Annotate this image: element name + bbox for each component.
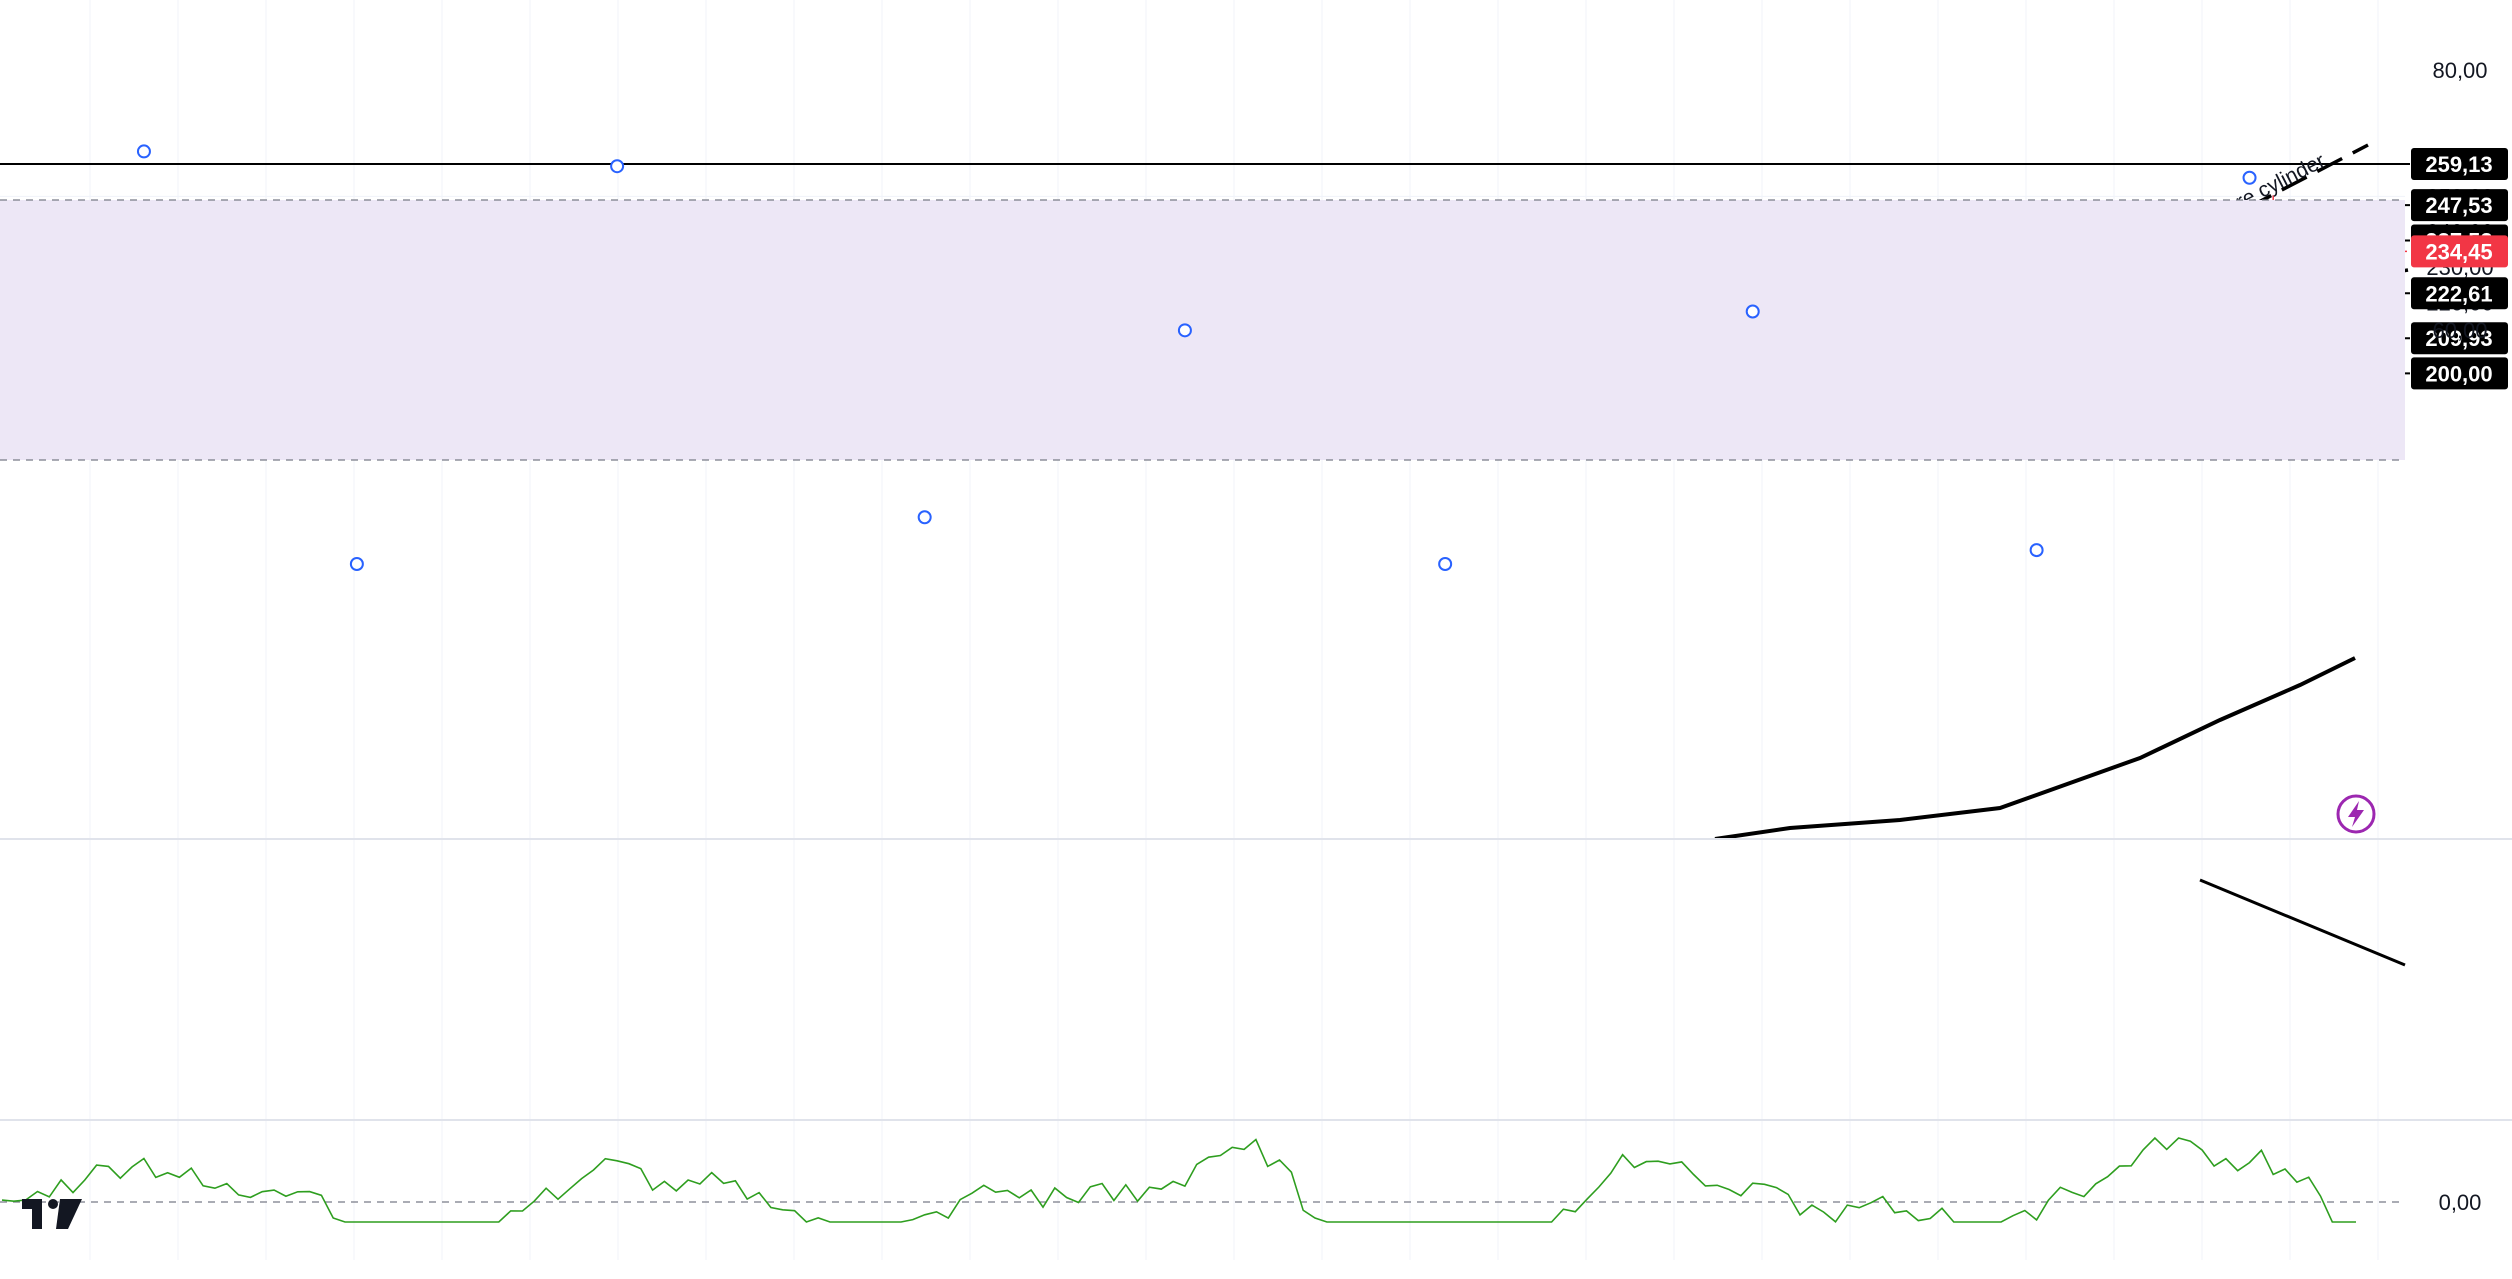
level-label-bg [2411,148,2508,181]
price-axis: 250,00240,00230,00220,00200,00259,13247,… [2411,58,2508,1215]
rsi-signal-marker [1177,323,1192,338]
level-label-bg [2411,322,2508,355]
oscillator-panel [0,1136,2405,1223]
rsi-tick-label: 80,00 [2432,58,2487,83]
level-label: 222,61 [2425,281,2492,306]
osc-tick-label: 0,00 [2439,1190,2482,1215]
osc-line [1,1136,2356,1223]
rsi-panel [0,144,2406,967]
last-price-label: 234,45 [2425,239,2492,264]
rsi-signal-marker [349,557,364,571]
rsi-signal-marker [2029,543,2044,558]
last-price-label-bg [2411,235,2508,268]
rsi-tick-label: 60,00 [2432,318,2487,343]
level-label: 200,00 [2425,361,2492,386]
rsi-signal-marker [1745,304,1760,319]
rsi-band [0,200,2405,460]
rsi-signal-marker [2242,170,2257,185]
rsi-trend-line [2199,878,2406,967]
rsi-signal-marker [917,510,932,525]
lightning-icon[interactable] [2334,792,2378,836]
rsi-signal-marker [1438,557,1453,571]
level-label: 247,53 [2425,193,2492,218]
rsi-signal-marker [136,144,151,159]
level-label: 259,13 [2425,152,2492,177]
level-label-bg [2411,189,2508,222]
level-label-bg [2411,357,2508,390]
tradingview-logo-icon [22,1199,82,1229]
level-label-bg [2411,277,2508,310]
ma-black-line [1714,656,2356,838]
rsi-signal-marker [610,159,625,174]
level-label: 209,93 [2425,326,2492,351]
